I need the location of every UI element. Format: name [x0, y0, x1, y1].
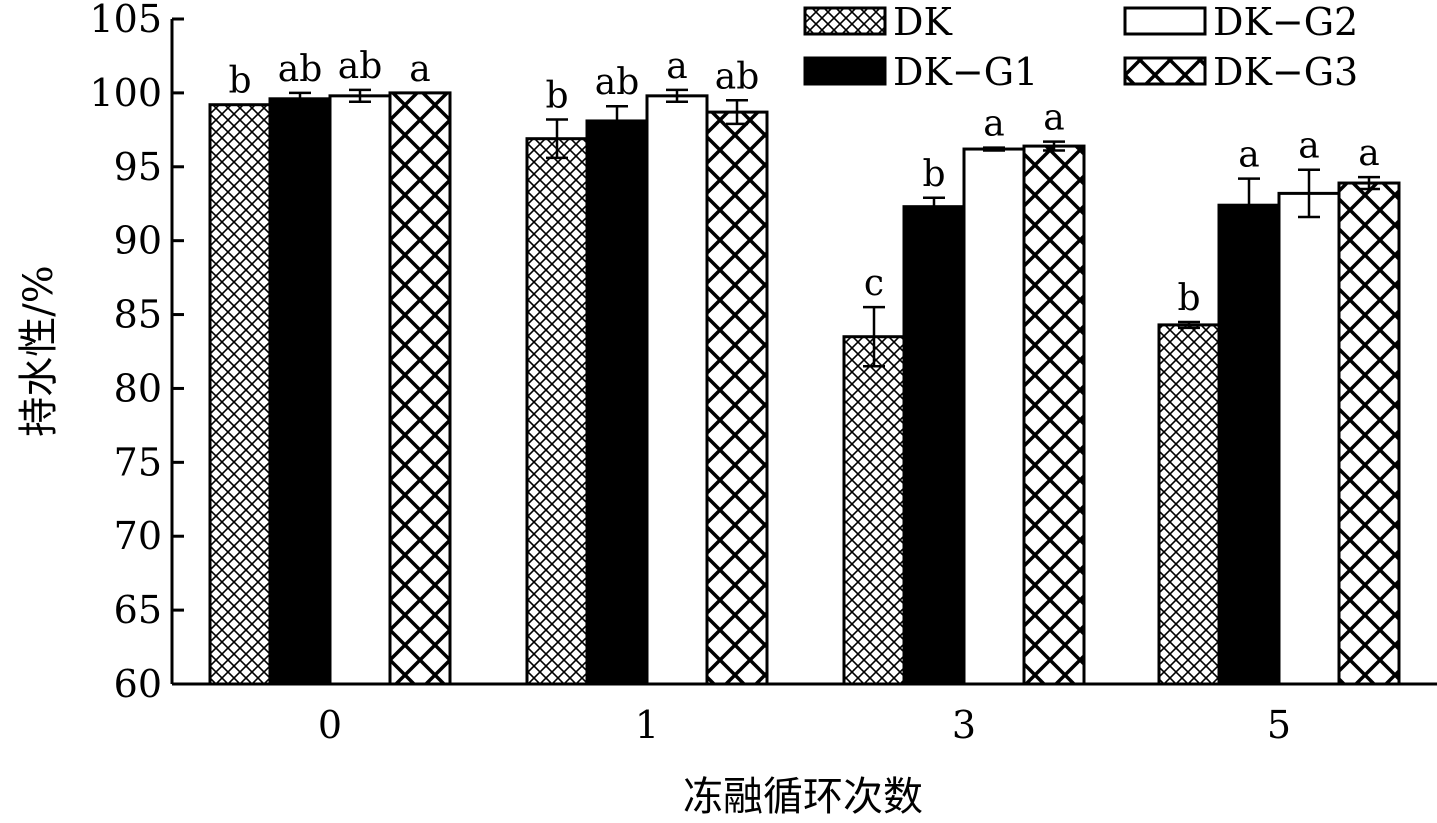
legend-label: DK — [893, 0, 952, 44]
significance-label: a — [409, 49, 430, 90]
bar-fine-crosshatch — [525, 137, 589, 686]
significance-label: a — [1238, 135, 1259, 176]
significance-label: c — [864, 263, 884, 304]
bar-solid-black — [268, 97, 332, 686]
bar-white — [645, 94, 709, 686]
significance-label: b — [922, 154, 945, 195]
legend-swatch-white — [1123, 6, 1207, 36]
bar-fine-crosshatch — [208, 103, 272, 686]
bar-white — [1277, 191, 1341, 686]
legend-label: DK−G1 — [893, 50, 1038, 94]
y-tick-label: 65 — [114, 588, 162, 632]
significance-label: a — [1298, 126, 1319, 167]
legend-label: DK−G2 — [1213, 0, 1358, 44]
bar-white — [328, 94, 392, 686]
bar-coarse-crosshatch — [388, 91, 452, 686]
significance-label: b — [545, 75, 568, 116]
y-tick-label: 60 — [114, 662, 162, 706]
y-tick-label: 75 — [114, 440, 162, 484]
bar-solid-black — [902, 205, 966, 686]
legend-swatch-solid-black — [803, 56, 887, 86]
x-tick-label: 0 — [318, 703, 342, 747]
bar-coarse-crosshatch — [1337, 181, 1401, 686]
bar-coarse-crosshatch — [1022, 144, 1086, 686]
y-tick-label: 80 — [114, 366, 162, 410]
x-tick-label: 3 — [952, 703, 976, 747]
y-axis-title: 持水性/% — [16, 265, 62, 436]
bar-fine-crosshatch — [1157, 323, 1221, 686]
y-tick-label: 100 — [89, 71, 162, 115]
x-tick-label: 5 — [1267, 703, 1291, 747]
bar-fine-crosshatch — [842, 335, 906, 686]
bar-solid-black — [585, 119, 649, 686]
significance-label: ab — [715, 56, 760, 97]
significance-label: ab — [338, 46, 383, 87]
significance-label: ab — [278, 49, 323, 90]
significance-label: a — [1358, 133, 1379, 174]
y-tick-label: 105 — [89, 0, 162, 41]
significance-label: a — [1043, 98, 1064, 139]
significance-label: b — [228, 61, 251, 102]
y-tick-label: 90 — [114, 219, 162, 263]
x-tick-label: 1 — [635, 703, 659, 747]
bar-white — [962, 147, 1026, 686]
x-axis-title: 冻融循环次数 — [683, 774, 923, 820]
y-tick-label: 85 — [114, 293, 162, 337]
significance-label: b — [1177, 278, 1200, 319]
y-tick-label: 70 — [114, 514, 162, 558]
bar-coarse-crosshatch — [705, 110, 769, 686]
legend-swatch-fine-crosshatch — [803, 6, 887, 36]
legend-label: DK−G3 — [1213, 50, 1358, 94]
legend-swatch-coarse-crosshatch — [1123, 56, 1207, 86]
y-tick-label: 95 — [114, 145, 162, 189]
significance-label: ab — [595, 62, 640, 103]
significance-label: a — [983, 104, 1004, 145]
significance-label: a — [666, 46, 687, 87]
bar-solid-black — [1217, 203, 1281, 686]
